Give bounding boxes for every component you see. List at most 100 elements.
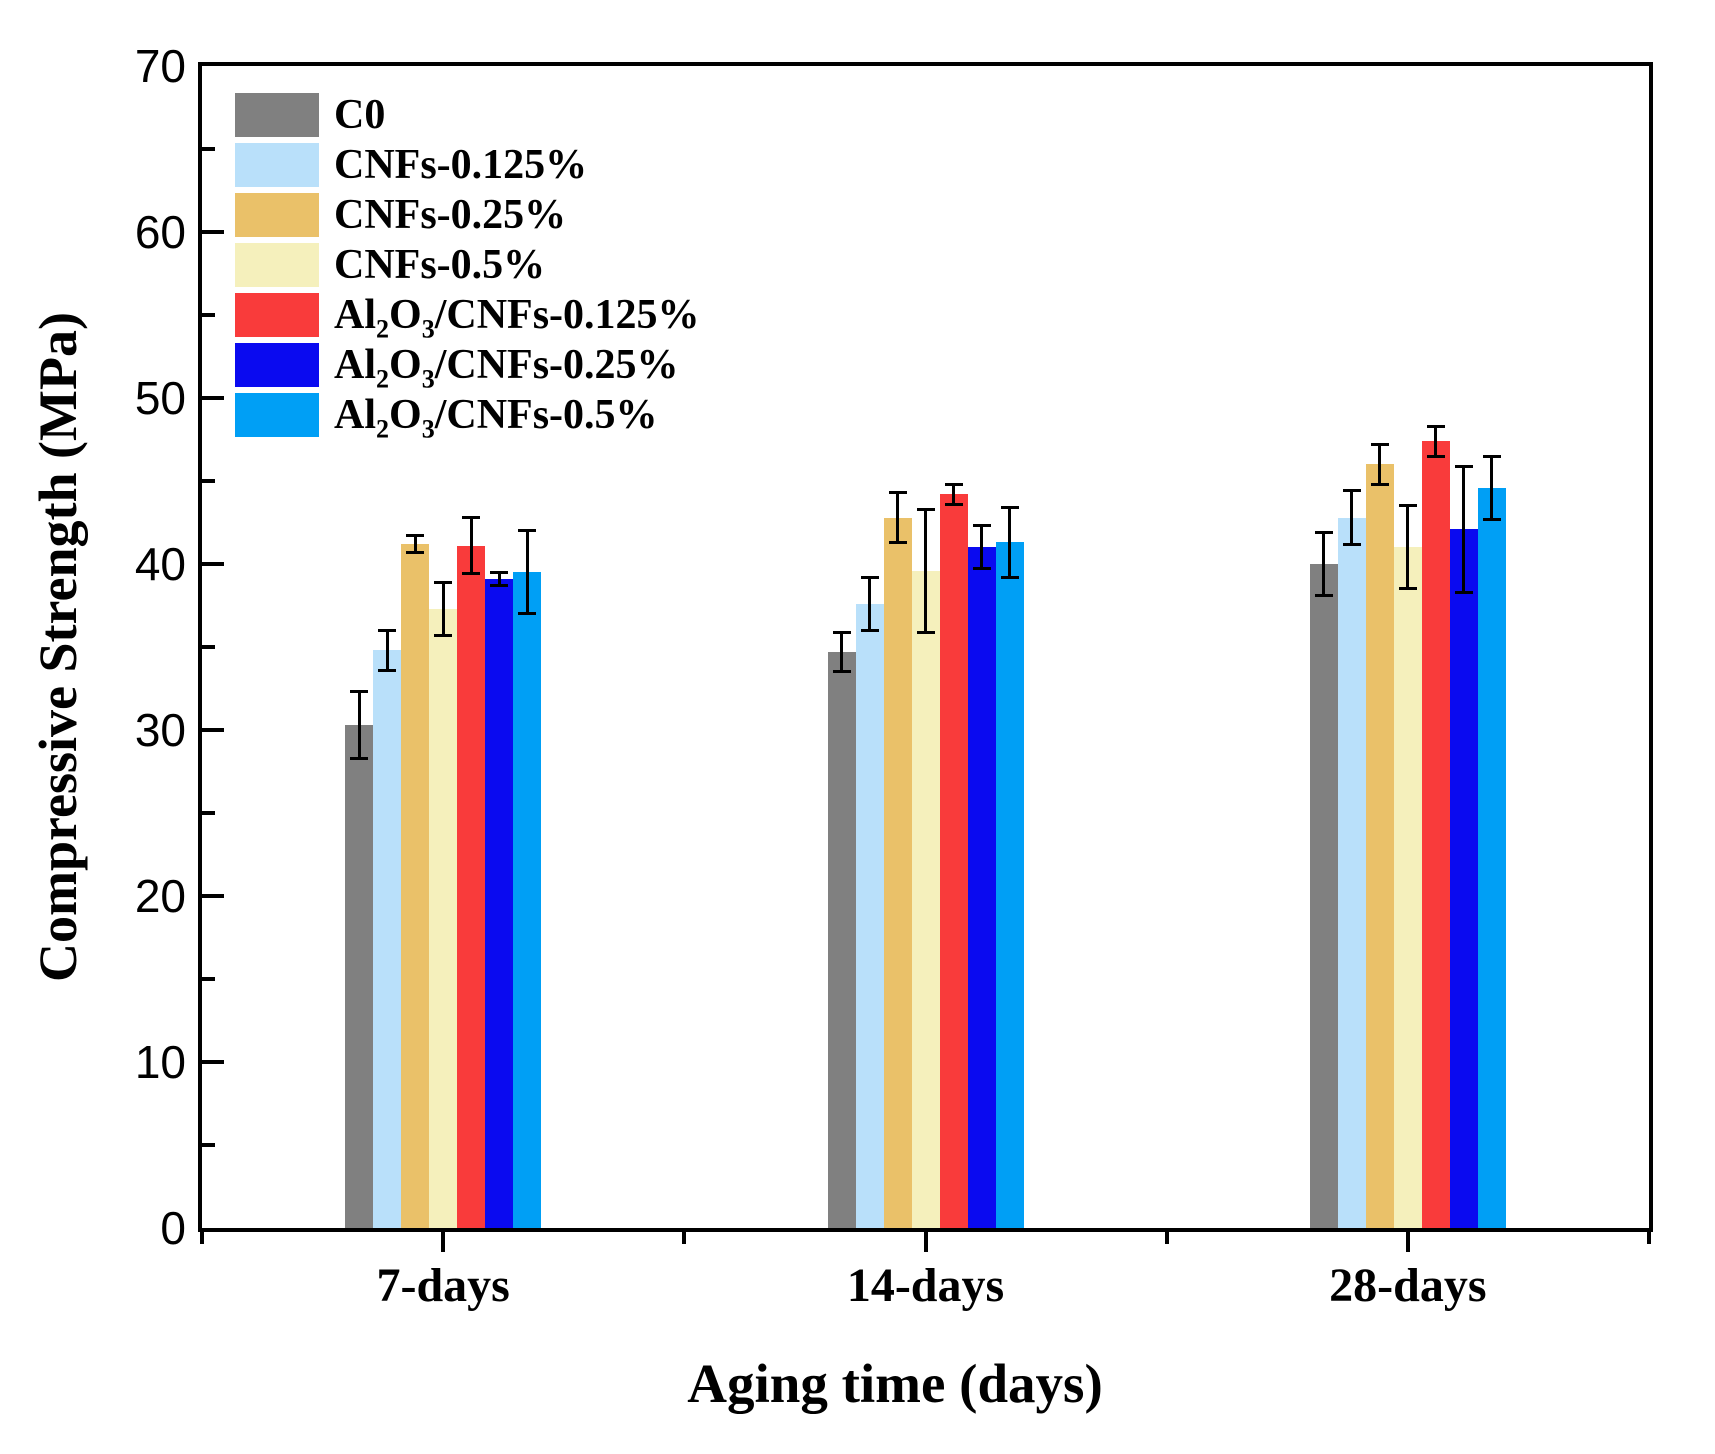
error-bar [952, 484, 955, 505]
y-minor-tick [202, 147, 215, 151]
error-bar [840, 632, 843, 672]
bar [1337, 517, 1366, 1228]
bar [827, 651, 856, 1228]
error-bar-cap [1398, 587, 1417, 591]
bar [1449, 529, 1478, 1228]
y-minor-tick [202, 479, 215, 483]
error-bar-cap [1482, 517, 1501, 521]
error-bar-cap [1314, 594, 1333, 598]
y-major-tick [202, 230, 224, 234]
x-major-tick [923, 1232, 928, 1252]
bar [513, 572, 542, 1228]
error-bar-cap [462, 516, 481, 520]
y-tick-label: 10 [134, 1036, 186, 1088]
error-bar-cap [888, 491, 907, 495]
y-tick-label: 20 [134, 870, 186, 922]
legend-swatch [235, 93, 319, 137]
bar [1477, 487, 1506, 1228]
y-major-tick [202, 562, 224, 566]
plot-area: C0 CNFs-0.125% CNFs-0.25% CNFs-0.5% Al2O3/CN… [198, 62, 1653, 1232]
bar [401, 544, 430, 1228]
error-bar-cap [1482, 454, 1501, 458]
error-bar [1434, 426, 1438, 457]
bar [1393, 547, 1422, 1228]
error-bar [868, 577, 871, 631]
error-bar-cap [518, 612, 537, 616]
error-bar [1350, 490, 1354, 545]
legend-row: Al2O3/CNFs-0.5% [202, 392, 802, 442]
error-bar-cap [916, 630, 935, 634]
legend-label: Al2O3/CNFs-0.125% [334, 292, 700, 344]
bar [939, 494, 968, 1228]
error-bar [1378, 444, 1382, 485]
error-bar [1490, 456, 1494, 520]
error-bar-cap [1426, 454, 1445, 458]
error-bar-cap [406, 534, 425, 538]
error-bar [1406, 505, 1410, 589]
error-bar [924, 509, 927, 633]
error-bar-cap [378, 628, 397, 632]
y-minor-tick [202, 645, 215, 649]
y-minor-tick [202, 811, 215, 815]
legend-swatch [235, 393, 319, 437]
x-axis-title: Aging time (days) [687, 1353, 1103, 1414]
y-minor-tick [202, 977, 215, 981]
bar [995, 542, 1024, 1228]
error-bar-cap [972, 524, 991, 528]
y-major-tick [202, 396, 224, 400]
error-bar [896, 492, 899, 543]
legend-swatch [235, 293, 319, 337]
legend-label: CNFs-0.25% [334, 192, 567, 238]
y-minor-tick [202, 313, 215, 317]
bar [1309, 564, 1338, 1228]
error-bar [385, 630, 389, 671]
error-bar-cap [406, 550, 425, 554]
category-label: 14-days [846, 1259, 1005, 1312]
error-bar-cap [434, 580, 453, 584]
legend-row: Al2O3/CNFs-0.25% [202, 342, 802, 392]
legend-row: CNFs-0.5% [202, 242, 802, 288]
error-bar-cap [1370, 482, 1389, 486]
bar [345, 725, 374, 1228]
legend-label: CNFs-0.125% [334, 142, 588, 188]
error-bar-cap [518, 529, 537, 533]
y-axis-title: Compressive Strength (MPa) [28, 312, 88, 982]
x-minor-tick [1647, 1232, 1651, 1244]
bar [373, 650, 402, 1228]
error-bar-cap [944, 482, 963, 486]
error-bar [1322, 532, 1326, 596]
bar [855, 603, 884, 1228]
error-bar-cap [1342, 489, 1361, 493]
y-tick-label: 30 [134, 704, 186, 756]
y-major-tick [202, 1060, 224, 1064]
error-bar [357, 691, 361, 759]
error-bar-cap [860, 628, 879, 632]
error-bar-cap [1454, 464, 1473, 468]
error-bar-cap [462, 572, 481, 576]
error-bar-cap [1342, 542, 1361, 546]
bar [457, 545, 486, 1228]
error-bar-cap [1398, 504, 1417, 508]
error-bar-cap [832, 630, 851, 634]
legend-swatch [235, 243, 319, 287]
bar [485, 578, 514, 1228]
legend-row: CNFs-0.125% [202, 142, 802, 188]
bar [967, 547, 996, 1228]
error-bar-cap [1454, 590, 1473, 594]
error-bar-cap [1000, 506, 1019, 510]
x-minor-tick [200, 1232, 204, 1244]
bar [1365, 464, 1394, 1228]
error-bar [1462, 466, 1466, 593]
x-major-tick [441, 1232, 446, 1252]
y-tick-label: 50 [134, 372, 186, 424]
y-minor-tick [202, 1143, 215, 1147]
category-label: 7-days [376, 1259, 510, 1312]
error-bar-cap [972, 567, 991, 571]
y-tick-label: 70 [134, 40, 186, 92]
y-major-tick [202, 894, 224, 898]
y-major-tick [202, 728, 224, 732]
legend-label: CNFs-0.5% [334, 242, 546, 288]
legend-swatch [235, 193, 319, 237]
legend-swatch [235, 343, 319, 387]
